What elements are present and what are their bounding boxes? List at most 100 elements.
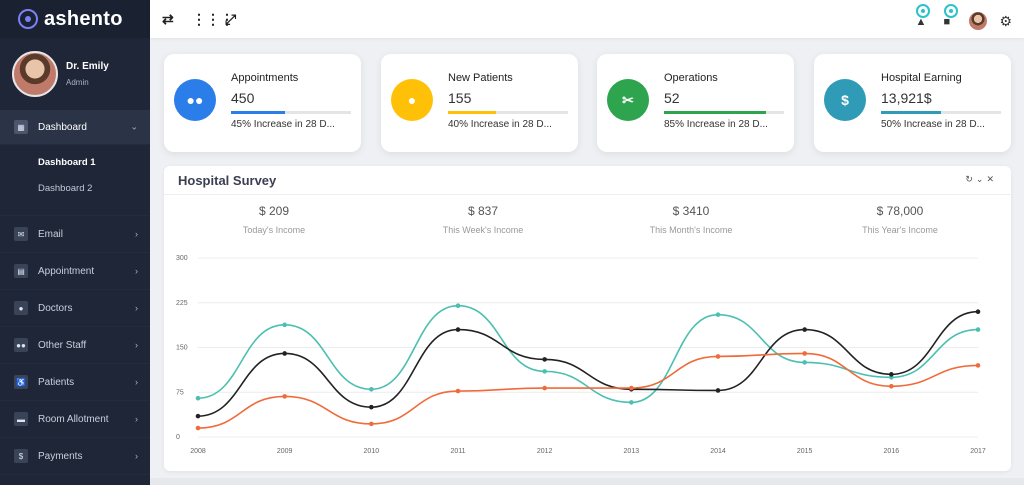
- sidebar-item-other-staff[interactable]: ●● Other Staff ›: [0, 327, 150, 364]
- income-month: $ 3410 This Month's Income: [591, 204, 791, 235]
- x-tick-label: 2009: [277, 448, 293, 455]
- bed-icon: ▬: [14, 412, 28, 426]
- user-name: Dr. Emily: [66, 61, 109, 72]
- y-tick-label: 150: [176, 345, 188, 352]
- refresh-icon[interactable]: ↻: [965, 174, 976, 184]
- sidebar-item-appointment[interactable]: ▤ Appointment ›: [0, 253, 150, 290]
- user-profile: Dr. Emily Admin: [0, 38, 150, 110]
- user-icon: ●: [391, 79, 433, 121]
- card-title: Hospital Earning: [881, 72, 962, 84]
- chevron-right-icon: ›: [135, 340, 138, 350]
- email-icon: ✉: [14, 227, 28, 241]
- income-label: This Week's Income: [442, 225, 524, 235]
- sidebar-subitem-dashboard-2[interactable]: Dashboard 2: [38, 182, 93, 194]
- swap-icon[interactable]: ⇄: [162, 11, 174, 27]
- sidebar-item-label: Other Staff: [38, 339, 87, 351]
- avatar[interactable]: [12, 51, 58, 97]
- series-point-0: [542, 369, 547, 374]
- progress-bar: [664, 111, 784, 114]
- series-point-1: [282, 351, 287, 356]
- y-tick-label: 75: [176, 389, 184, 396]
- calendar-icon: ▤: [14, 264, 28, 278]
- sidebar-item-label: Patients: [38, 376, 75, 388]
- sidebar-item-doctors[interactable]: ● Doctors ›: [0, 290, 150, 327]
- scissors-icon: ✂: [607, 79, 649, 121]
- income-week: $ 837 This Week's Income: [383, 204, 583, 235]
- series-point-2: [802, 351, 807, 356]
- sidebar-item-patients[interactable]: ♿ Patients ›: [0, 364, 150, 401]
- dashboard-icon: ▦: [14, 120, 28, 134]
- progress-bar: [881, 111, 1001, 114]
- series-point-2: [629, 385, 634, 391]
- series-point-1: [195, 413, 201, 419]
- series-point-1: [975, 309, 981, 314]
- income-label: This Month's Income: [649, 225, 733, 235]
- sidebar-item-label: Appointment: [38, 265, 95, 277]
- message-icon[interactable]: ■: [941, 4, 959, 30]
- card-description: 40% Increase in 28 D...: [448, 119, 552, 130]
- brand[interactable]: ashento: [0, 0, 150, 38]
- x-tick-label: 2015: [797, 448, 813, 455]
- header-avatar[interactable]: [969, 12, 988, 30]
- sidebar-subitem-dashboard-1[interactable]: Dashboard 1: [38, 156, 96, 168]
- dollar-icon: $: [824, 79, 866, 121]
- hospital-survey-line-chart: 0 75 150 225 300 2008 2009 2010 2011 2012 2013 2014…: [176, 255, 986, 455]
- series-point-1: [455, 327, 461, 332]
- series-point-0: [369, 386, 374, 392]
- income-today: $ 209 Today's Income: [174, 204, 374, 235]
- series-point-0: [282, 322, 287, 328]
- income-value: $ 837: [467, 204, 499, 218]
- series-point-0: [975, 327, 981, 332]
- card-description: 45% Increase in 28 D...: [231, 119, 335, 130]
- close-icon[interactable]: ✕: [986, 174, 997, 184]
- sidebar-item-label: Doctors: [38, 302, 73, 314]
- chevron-right-icon: ›: [135, 414, 138, 424]
- income-label: This Year's Income: [862, 225, 938, 235]
- notification-bell-icon[interactable]: ▲: [913, 4, 931, 30]
- series-point-2: [195, 425, 201, 431]
- sidebar: ashento Dr. Emily Admin ▦ Dashboard ⌄ Da…: [0, 0, 150, 485]
- sidebar-item-email[interactable]: ✉ Email ›: [0, 216, 150, 253]
- fullscreen-icon[interactable]: ⤢: [225, 11, 237, 27]
- dashboard-submenu: Dashboard 1 Dashboard 2: [0, 145, 150, 216]
- y-tick-label: 225: [176, 300, 188, 307]
- income-label: Today's Income: [242, 225, 306, 235]
- sidebar-item-payments[interactable]: $ Payments ›: [0, 438, 150, 475]
- progress-bar: [231, 111, 351, 114]
- series-point-2: [542, 385, 547, 391]
- top-header: ⇄ ⋮⋮⋮ ⤢ ▲ ■ ⚙: [150, 0, 1024, 38]
- series-line-1: [197, 310, 979, 417]
- income-value: $ 3410: [672, 204, 710, 218]
- sidebar-item-label: Dashboard: [38, 121, 87, 133]
- card-title: Operations: [664, 72, 718, 84]
- settings-gear-icon[interactable]: ⚙: [999, 12, 1012, 29]
- income-value: $ 78,000: [876, 204, 924, 218]
- y-tick-label: 300: [176, 255, 188, 262]
- card-value: 52: [664, 90, 680, 106]
- card-description: 50% Increase in 28 D...: [881, 119, 985, 130]
- card-description: 85% Increase in 28 D...: [664, 119, 768, 130]
- series-point-2: [282, 394, 287, 399]
- progress-bar: [448, 111, 568, 114]
- x-tick-label: 2011: [450, 448, 465, 455]
- panel-tools: ↻⌄✕: [965, 174, 997, 185]
- notification-pulse-icon: [916, 4, 931, 18]
- chevron-right-icon: ›: [135, 266, 138, 276]
- user-role: Admin: [66, 78, 89, 87]
- brand-name: ashento: [44, 7, 123, 30]
- payment-icon: $: [14, 449, 28, 463]
- x-tick-label: 2017: [970, 448, 986, 455]
- staff-icon: ●●: [14, 338, 28, 352]
- series-point-0: [629, 400, 634, 405]
- series-point-2: [715, 354, 721, 359]
- envelope-icon: ■: [943, 16, 951, 28]
- bell-icon: ▲: [915, 16, 927, 28]
- series-point-0: [802, 360, 807, 365]
- panel-title: Hospital Survey: [178, 173, 277, 188]
- apps-grid-icon[interactable]: ⋮⋮⋮: [192, 11, 234, 27]
- chevron-down-icon: ⌄: [130, 121, 138, 132]
- collapse-chevron-icon[interactable]: ⌄: [975, 174, 987, 184]
- brand-logo-icon: [18, 9, 38, 29]
- sidebar-item-room-allotment[interactable]: ▬ Room Allotment ›: [0, 401, 150, 438]
- sidebar-item-dashboard[interactable]: ▦ Dashboard ⌄: [0, 110, 150, 145]
